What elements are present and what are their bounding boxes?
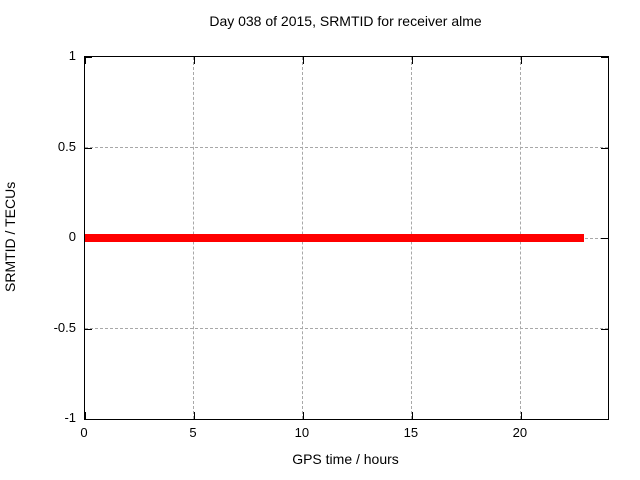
y-tick-label: 1	[68, 48, 76, 63]
y-tick-label: 0	[68, 229, 76, 244]
tick-mark-right	[601, 328, 608, 330]
tick-mark-bottom	[193, 412, 195, 419]
y-axis-label: SRMTID / TECUs	[2, 181, 18, 293]
y-tick-label: 0.5	[57, 138, 76, 154]
tick-mark-left	[85, 328, 92, 330]
tick-mark-right	[601, 238, 608, 239]
tick-mark-right	[601, 419, 608, 420]
tick-mark-top	[411, 57, 413, 64]
tick-mark-bottom	[85, 412, 86, 419]
tick-mark-left	[85, 147, 92, 149]
chart-title: Day 038 of 2015, SRMTID for receiver alm…	[209, 13, 482, 29]
gridline-horizontal	[85, 328, 608, 329]
gridline-horizontal	[85, 147, 608, 148]
y-tick-label: -0.5	[53, 319, 76, 335]
tick-mark-bottom	[520, 412, 522, 419]
tick-mark-top	[193, 57, 195, 64]
tick-mark-bottom	[411, 412, 413, 419]
tick-mark-bottom	[302, 412, 304, 419]
tick-mark-top	[520, 57, 522, 64]
tick-mark-left	[85, 57, 92, 58]
y-tick-label: -1	[64, 410, 76, 425]
x-tick-label: 15	[403, 425, 419, 440]
data-series-line	[85, 234, 585, 242]
x-axis-label: GPS time / hours	[292, 451, 399, 467]
tick-mark-right	[601, 57, 608, 58]
plot-area	[84, 56, 609, 420]
tick-mark-top	[85, 57, 86, 64]
x-tick-label: 5	[189, 425, 197, 440]
x-tick-label: 10	[294, 425, 310, 440]
tick-mark-top	[302, 57, 304, 64]
tick-mark-left	[85, 419, 92, 420]
tick-mark-right	[601, 147, 608, 149]
x-tick-label: 20	[512, 425, 528, 440]
x-tick-label: 0	[80, 425, 88, 440]
